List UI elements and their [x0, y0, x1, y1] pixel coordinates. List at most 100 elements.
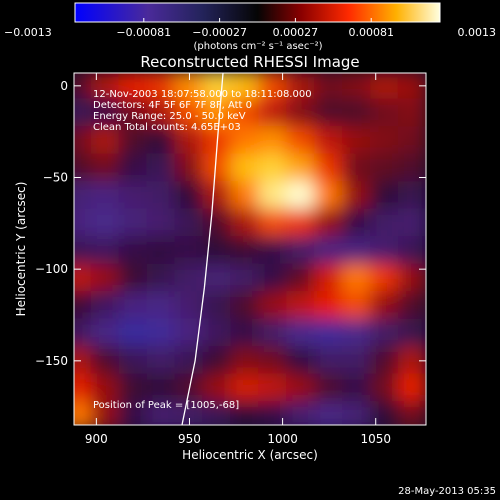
intensity-cell [90, 126, 121, 156]
colorbar-tick-label: 0.00081 [348, 26, 394, 39]
intensity-cell [370, 291, 400, 321]
intensity-cell [342, 373, 373, 404]
intensity-cell [174, 401, 205, 425]
intensity-cell [230, 153, 261, 184]
detectors-annotation: Detectors: 4F 5F 6F 7F 8F, Att 0 [93, 100, 252, 111]
intensity-cell [342, 236, 373, 266]
intensity-cell [397, 373, 426, 404]
intensity-cell [258, 401, 289, 425]
intensity-cell [230, 291, 261, 321]
intensity-cell [174, 236, 205, 266]
intensity-cell [202, 263, 233, 294]
y-tick-label: −150 [35, 354, 68, 368]
intensity-cell [286, 126, 317, 156]
plot-area [73, 72, 427, 426]
chart-title: Reconstructed RHESSI Image [140, 53, 359, 71]
intensity-cell [314, 291, 345, 321]
intensity-cell [286, 236, 317, 266]
intensity-cell [258, 373, 289, 404]
intensity-cell [286, 318, 317, 349]
intensity-cell [258, 98, 289, 129]
clean-counts-annotation: Clean Total counts: 4.65E+03 [93, 122, 241, 133]
intensity-cell [146, 236, 177, 266]
x-tick-label: 1050 [360, 432, 391, 446]
intensity-cell [146, 401, 177, 425]
intensity-cell [118, 346, 149, 376]
intensity-cell [314, 236, 345, 266]
x-axis-ticks [95, 73, 377, 425]
intensity-cell [202, 401, 233, 425]
intensity-cell [370, 373, 400, 404]
intensity-cell [118, 73, 149, 101]
intensity-cell [370, 346, 400, 376]
intensity-cell [370, 181, 400, 211]
intensity-cell [90, 181, 121, 211]
intensity-cell [174, 346, 205, 376]
intensity-cell [230, 208, 261, 239]
intensity-cell [118, 236, 149, 266]
intensity-cell [342, 98, 373, 129]
intensity-cell [90, 401, 121, 425]
intensity-cell [202, 181, 233, 211]
intensity-cell [230, 263, 261, 294]
intensity-cell [342, 181, 373, 211]
intensity-cell [370, 153, 400, 184]
intensity-cell [397, 291, 426, 321]
intensity-cell [370, 73, 400, 101]
intensity-cell [74, 98, 93, 129]
intensity-cell [146, 346, 177, 376]
intensity-cell [397, 153, 426, 184]
intensity-cell [314, 153, 345, 184]
intensity-cell [314, 208, 345, 239]
intensity-cell [230, 126, 261, 156]
intensity-cell [74, 73, 93, 101]
intensity-cell [74, 208, 93, 239]
intensity-map [74, 73, 426, 425]
intensity-cell [230, 318, 261, 349]
y-tick-label: −50 [43, 171, 68, 185]
intensity-cell [370, 318, 400, 349]
intensity-cell [230, 401, 261, 425]
intensity-cell [286, 373, 317, 404]
intensity-cell [118, 126, 149, 156]
intensity-cell [314, 73, 345, 101]
intensity-cell [118, 181, 149, 211]
intensity-cell [314, 126, 345, 156]
energy-range-annotation: Energy Range: 25.0 - 50.0 keV [93, 111, 246, 122]
intensity-cell [202, 208, 233, 239]
colorbar-tick-labels: −0.0013 −0.00081 −0.00027 0.00027 0.00081 0.0… [4, 26, 496, 39]
intensity-cell [342, 126, 373, 156]
y-tick-label: 0 [60, 79, 68, 93]
intensity-cell [174, 98, 205, 129]
intensity-cell [90, 263, 121, 294]
intensity-cell [202, 373, 233, 404]
intensity-cell [74, 263, 93, 294]
y-axis-label: Heliocentric Y (arcsec) [14, 182, 28, 317]
colorbar-tick-label: −0.00027 [192, 26, 247, 39]
intensity-cell [174, 208, 205, 239]
generation-timestamp: 28-May-2013 05:35 [398, 486, 496, 497]
intensity-cell [202, 153, 233, 184]
intensity-cell [397, 126, 426, 156]
intensity-cell [174, 181, 205, 211]
intensity-cell [286, 208, 317, 239]
intensity-cell [342, 318, 373, 349]
intensity-cell [146, 126, 177, 156]
intensity-cell [202, 318, 233, 349]
intensity-cell [286, 401, 317, 425]
colorbar-tick-label: −0.00081 [116, 26, 171, 39]
intensity-cell [90, 346, 121, 376]
intensity-cell [314, 373, 345, 404]
x-tick-label: 1000 [267, 432, 298, 446]
intensity-cell [258, 263, 289, 294]
intensity-cell [146, 153, 177, 184]
intensity-cell [258, 153, 289, 184]
x-axis-tick-labels: 900 950 1000 1050 [85, 432, 391, 446]
intensity-cell [146, 318, 177, 349]
intensity-cell [397, 318, 426, 349]
colorbar-tick-label: 0.0013 [458, 26, 497, 39]
intensity-cell [314, 263, 345, 294]
intensity-cell [397, 73, 426, 101]
intensity-cell [74, 126, 93, 156]
